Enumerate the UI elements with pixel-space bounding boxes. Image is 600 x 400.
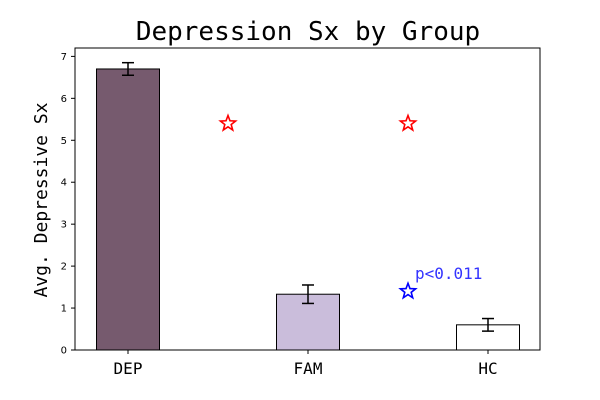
y-tick-label: 0 — [61, 346, 67, 357]
bar-dep — [96, 68, 160, 351]
significance-annotation: p<0.011 — [415, 264, 482, 283]
y-tick-label: 6 — [61, 94, 67, 105]
chart-marks: 0 1 2 3 4 5 6 7 DEP FAM HC — [61, 52, 520, 378]
y-tick-label: 2 — [61, 262, 67, 273]
y-tick-label: 1 — [61, 304, 67, 315]
significance-star — [398, 113, 418, 132]
y-tick-label: 3 — [61, 220, 67, 231]
y-tick-label: 5 — [61, 136, 67, 147]
x-tick-label: FAM — [294, 359, 323, 378]
y-axis-label: Avg. Depressive Sx — [31, 102, 52, 297]
y-tick-label: 4 — [61, 178, 67, 189]
significance-star — [218, 113, 238, 132]
x-tick-label: HC — [478, 359, 497, 378]
y-tick-label: 7 — [61, 52, 67, 63]
chart-title: Depression Sx by Group — [136, 17, 480, 47]
significance-star — [398, 280, 418, 300]
x-tick-label: DEP — [114, 359, 143, 378]
